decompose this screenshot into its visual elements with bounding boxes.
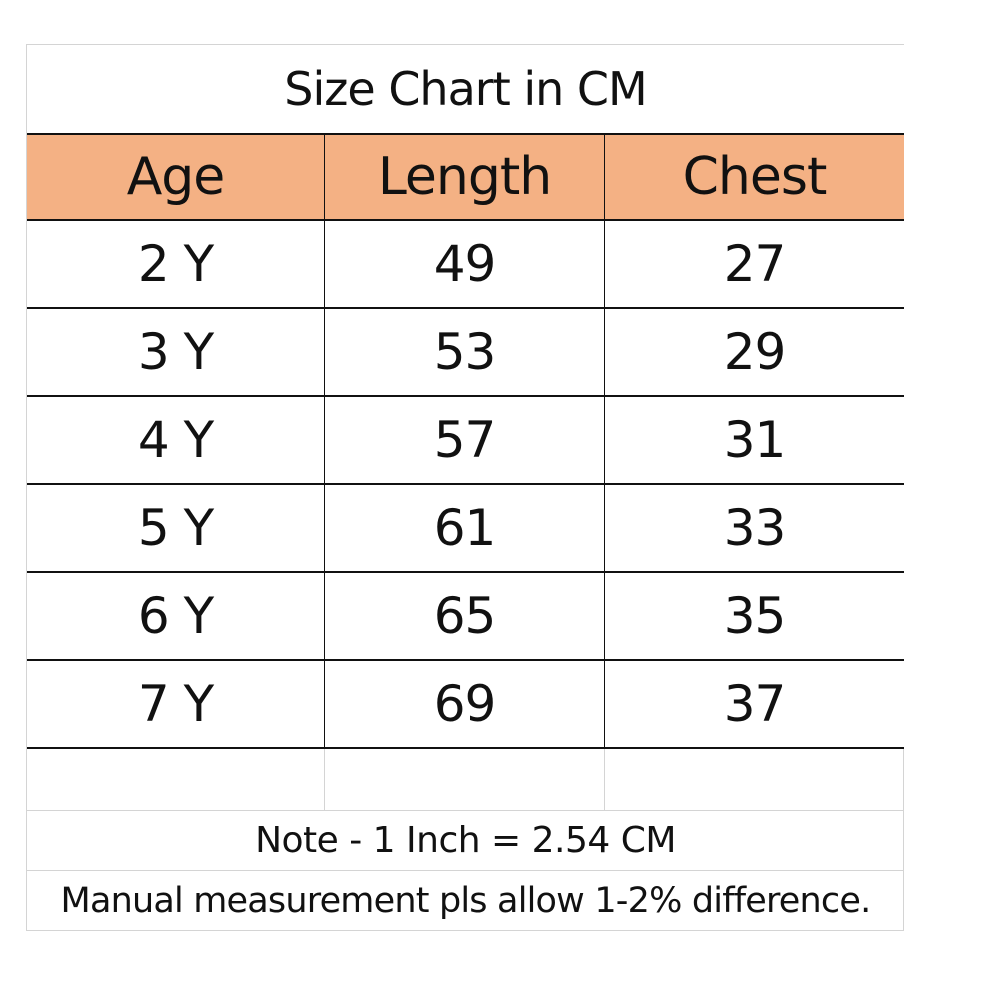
length-cell: 57 (325, 397, 605, 483)
length-cell: 53 (325, 309, 605, 395)
length-cell: 61 (325, 485, 605, 571)
chart-title: Size Chart in CM (27, 45, 904, 133)
length-cell: 49 (325, 221, 605, 307)
table-row: 6 Y 65 35 (27, 573, 904, 661)
age-cell: 2 Y (27, 221, 325, 307)
conversion-note: Note - 1 Inch = 2.54 CM (27, 811, 904, 871)
age-cell: 7 Y (27, 661, 325, 747)
age-cell: 6 Y (27, 573, 325, 659)
length-cell: 69 (325, 661, 605, 747)
length-cell: 65 (325, 573, 605, 659)
age-cell: 5 Y (27, 485, 325, 571)
table-row: 4 Y 57 31 (27, 397, 904, 485)
empty-cell (605, 749, 904, 810)
age-cell: 3 Y (27, 309, 325, 395)
empty-cell (27, 749, 325, 810)
size-chart: Size Chart in CM Age Length Chest 2 Y 49… (26, 44, 904, 931)
table-row: 3 Y 53 29 (27, 309, 904, 397)
chest-cell: 27 (723, 235, 787, 293)
column-header-age: Age (27, 135, 325, 219)
chest-cell: 37 (723, 675, 787, 733)
table-row: 7 Y 69 37 (27, 661, 904, 749)
table-row: 5 Y 61 33 (27, 485, 904, 573)
table-header-row: Age Length Chest (27, 133, 904, 221)
age-cell: 4 Y (27, 397, 325, 483)
size-table-body: 2 Y 49 27 3 Y 53 29 4 Y 57 31 5 Y 61 33 … (27, 221, 904, 749)
chest-cell: 31 (723, 411, 787, 469)
column-header-chest: Chest (682, 147, 828, 207)
empty-cell (325, 749, 605, 810)
chest-cell: 29 (723, 323, 787, 381)
table-row: 2 Y 49 27 (27, 221, 904, 309)
column-header-length: Length (325, 135, 605, 219)
measurement-disclaimer: Manual measurement pls allow 1-2% differ… (60, 881, 872, 921)
empty-spacer-row (27, 749, 904, 811)
chest-cell: 35 (723, 587, 787, 645)
chest-cell: 33 (723, 499, 787, 557)
